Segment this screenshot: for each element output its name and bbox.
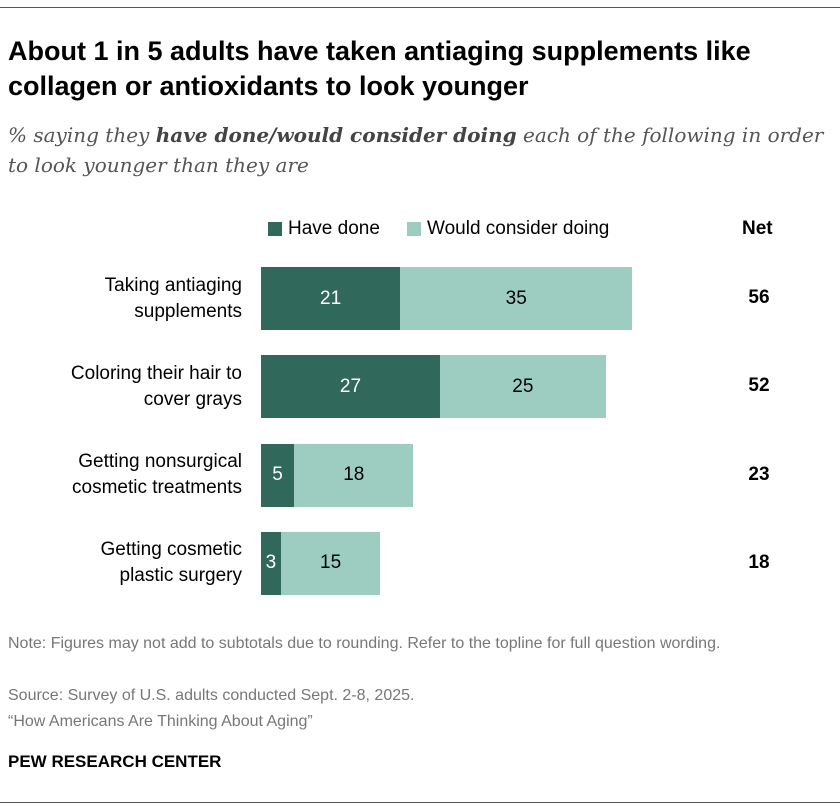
legend-label: Would consider doing [427,218,610,239]
legend-label: Have done [288,218,380,239]
chart-title: About 1 in 5 adults have taken antiaging… [8,36,751,101]
legend-would-consider: Would consider doing [407,218,609,240]
legend-swatch [268,222,282,236]
bar-have-done: 5 [261,443,295,507]
data-label: 18 [343,464,365,486]
category-label: Getting cosmetic plastic surgery [100,539,243,587]
net-value: 52 [748,375,770,397]
bar-would-consider: 15 [280,531,381,595]
net-value: 23 [748,463,770,485]
category-label: Coloring their hair to cover grays [70,362,242,410]
net-header: Net [742,218,773,239]
legend-have-done: Have done [268,218,380,240]
chart-subtitle: % saying they have done/would consider d… [8,120,833,180]
bar-would-consider: 25 [440,355,606,419]
category-label: Taking antiaging supplements [104,274,242,322]
data-label: 3 [265,552,277,574]
top-rule [0,7,840,8]
data-label: 5 [272,464,283,486]
note: Note: Figures may not add to subtotals d… [8,635,721,652]
data-label: 35 [505,287,527,309]
legend-swatch [407,222,421,236]
source: Source: Survey of U.S. adults conducted … [8,687,415,704]
bottom-rule [0,802,840,803]
report-title: “How Americans Are Thinking About Aging” [8,713,313,730]
bar-have-done: 3 [261,531,281,595]
subtitle-text: % saying they [8,123,156,147]
net-value: 18 [748,551,770,573]
bar-have-done: 27 [261,355,440,419]
data-label: 21 [320,287,342,309]
bar-would-consider: 35 [400,267,633,330]
bar-would-consider: 18 [294,443,414,507]
brand-logo: PEW RESEARCH CENTER [8,752,222,771]
bar-have-done: 21 [261,267,401,330]
net-value: 56 [748,287,770,308]
subtitle-text: each of the following in order to look y… [8,123,824,177]
subtitle-bold: have done/would consider doing [155,123,517,147]
category-label: Getting nonsurgical cosmetic treatments [72,451,242,499]
data-label: 27 [339,375,362,397]
data-label: 15 [320,552,342,574]
data-label: 25 [512,375,534,397]
